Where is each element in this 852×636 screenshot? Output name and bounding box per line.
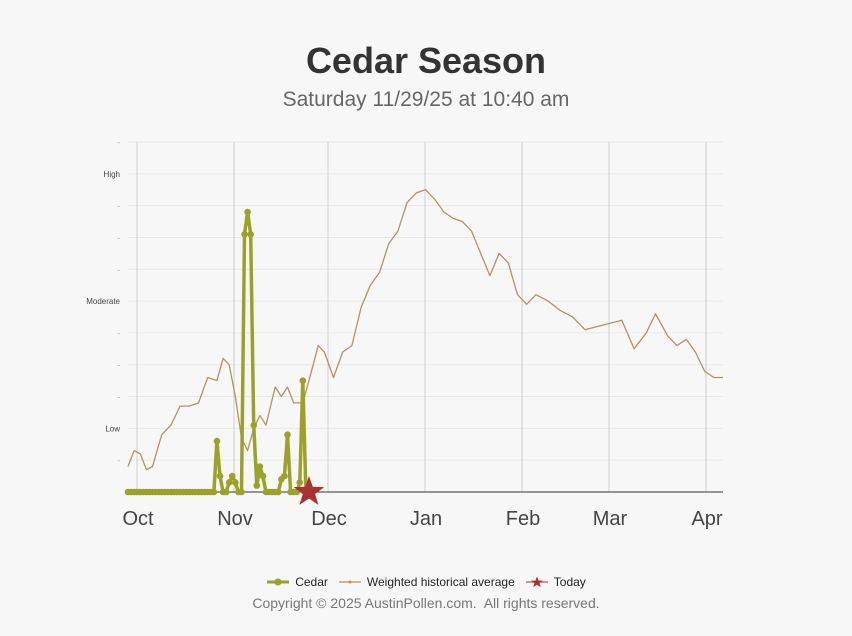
y-tick-label: - (117, 456, 120, 465)
cedar-point (247, 230, 254, 238)
cedar-point (225, 479, 233, 486)
chart-legend: Cedar Weighted historical average Today (0, 575, 852, 589)
x-tick-label: Nov (217, 508, 253, 530)
y-tick-label: - (117, 138, 120, 147)
cedar-legend-icon (267, 578, 290, 586)
cedar-point (244, 208, 251, 216)
cedar-point (222, 488, 230, 496)
legend-item-cedar[interactable]: Cedar (266, 575, 328, 589)
cedar-point (299, 377, 307, 384)
cedar-point (274, 488, 282, 496)
cedar-point (238, 488, 245, 496)
cedar-point (216, 472, 224, 480)
y-tick-label: Moderate (86, 297, 120, 306)
cedar-point (213, 437, 221, 445)
y-tick-label: - (117, 202, 120, 211)
y-tick-label: Low (105, 424, 120, 433)
x-tick-label: Dec (311, 508, 347, 530)
y-tick-label: - (117, 329, 120, 338)
cedar-point (253, 482, 261, 489)
cedar-point (232, 479, 239, 486)
x-tick-label: Mar (593, 508, 628, 530)
cedar-line (128, 210, 308, 494)
cedar-point (259, 472, 267, 480)
legend-label-today: Today (553, 575, 586, 589)
legend-label-cedar: Cedar (295, 575, 328, 589)
chart-title: Cedar Season (305, 40, 547, 81)
y-tick-label: - (117, 265, 120, 274)
y-tick-label: High (104, 170, 120, 179)
cedar-point (250, 421, 258, 429)
chart-subtitle: Saturday 11/29/25 at 10:40 am (282, 88, 570, 111)
cedar-point (228, 472, 236, 480)
x-tick-label: Oct (122, 508, 154, 530)
cedar-point (281, 472, 288, 480)
cedar-point (284, 431, 291, 439)
star-legend-icon (525, 576, 548, 588)
x-tick-label: Feb (506, 508, 540, 530)
copyright-notice: Copyright © 2025 AustinPollen.com. All r… (252, 595, 600, 611)
cedar-point (210, 488, 218, 496)
y-tick-label: - (117, 361, 120, 370)
legend-label-historical: Weighted historical average (366, 575, 515, 589)
historical-legend-icon (338, 580, 361, 584)
today-star (293, 476, 325, 505)
historical-average-line (127, 189, 723, 471)
x-tick-label: Jan (410, 508, 442, 530)
cedar-point (296, 479, 304, 486)
x-tick-label: Apr (691, 508, 722, 530)
y-tick-label: - (117, 393, 120, 402)
legend-item-today[interactable]: Today (525, 575, 586, 589)
cedar-point (256, 463, 264, 470)
legend-item-historical[interactable]: Weighted historical average (338, 575, 515, 589)
cedar-point (241, 230, 248, 238)
y-tick-label: - (117, 233, 120, 242)
